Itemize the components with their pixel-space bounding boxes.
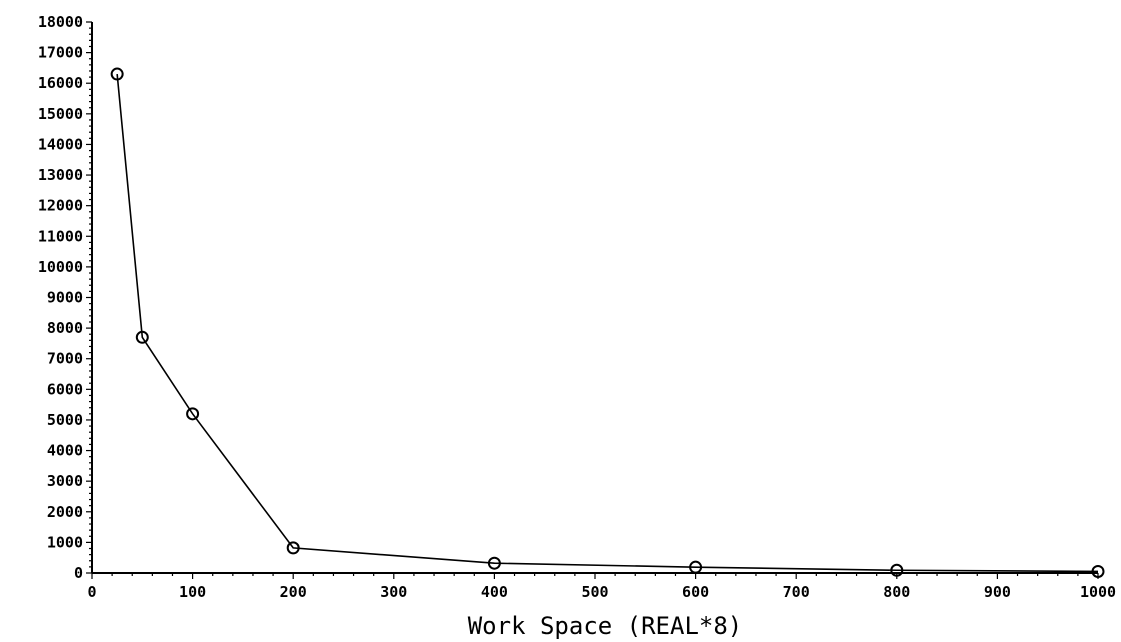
x-tick-label: 700 [783,583,810,601]
data-point [689,560,703,574]
y-tick-label: 17000 [38,44,83,62]
series-line [116,73,1099,573]
y-tick-label: 5000 [47,411,83,429]
x-tick-label: 800 [883,583,910,601]
x-tick-label: 600 [682,583,709,601]
data-point [487,556,501,570]
ticks [86,21,1099,579]
data-point [1091,564,1105,578]
data-point [186,407,200,421]
tick-labels: 0100020003000400050006000700080009000100… [38,13,1116,601]
x-tick-label: 100 [179,583,206,601]
y-tick-label: 1000 [47,533,83,551]
y-tick-label: 4000 [47,442,83,460]
data-point [110,67,124,81]
data-series [110,67,1105,578]
x-tick-label: 1000 [1080,583,1116,601]
x-tick-label: 900 [984,583,1011,601]
y-tick-label: 14000 [38,135,83,153]
data-point [890,563,904,577]
y-tick-label: 3000 [47,472,83,490]
axes [91,22,1098,574]
y-tick-label: 10000 [38,258,83,276]
x-tick-label: 500 [581,583,608,601]
x-axis-title: Work Space (REAL*8) [468,612,743,640]
y-tick-label: 16000 [38,74,83,92]
y-tick-label: 8000 [47,319,83,337]
y-tick-label: 15000 [38,105,83,123]
y-tick-label: 7000 [47,350,83,368]
y-tick-label: 18000 [38,13,83,31]
y-tick-label: 12000 [38,197,83,215]
y-tick-label: 2000 [47,503,83,521]
data-point [135,330,149,344]
x-tick-label: 200 [280,583,307,601]
x-tick-label: 0 [87,583,96,601]
y-tick-label: 0 [74,564,83,582]
data-point [286,541,300,555]
y-tick-label: 6000 [47,380,83,398]
x-tick-label: 300 [380,583,407,601]
x-tick-label: 400 [481,583,508,601]
y-tick-label: 13000 [38,166,83,184]
y-tick-label: 9000 [47,289,83,307]
y-tick-label: 11000 [38,227,83,245]
